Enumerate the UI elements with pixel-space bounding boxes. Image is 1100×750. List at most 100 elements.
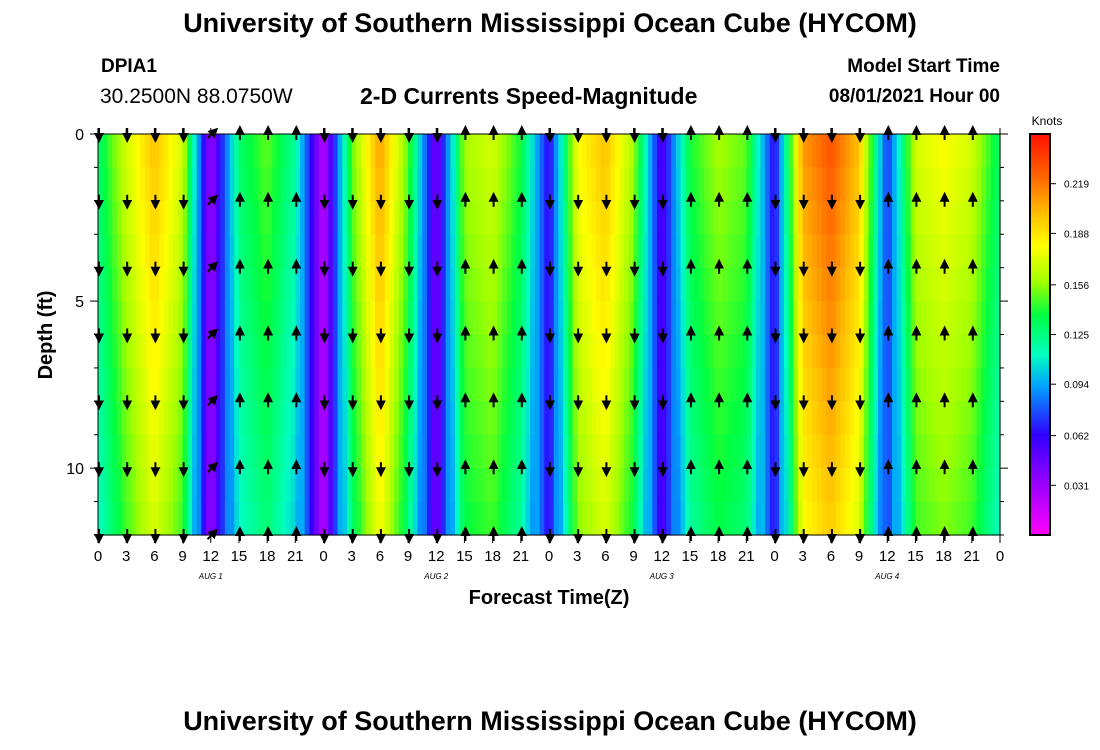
- day-label: AUG 3: [649, 572, 675, 581]
- heatmap-cell: [506, 134, 513, 169]
- heatmap-cell: [666, 234, 672, 269]
- heatmap-cell: [539, 267, 545, 302]
- heatmap-cell: [675, 401, 682, 436]
- heatmap-cell: [896, 401, 902, 436]
- heatmap-cell: [276, 200, 282, 235]
- heatmap-cell: [816, 134, 823, 169]
- heatmap-cell: [689, 134, 696, 169]
- heatmap-cell: [398, 134, 404, 169]
- heatmap-cell: [229, 434, 235, 469]
- colorbar-tick-label: 0.031: [1064, 481, 1089, 492]
- heatmap-cell: [680, 267, 686, 302]
- heatmap-cell: [948, 134, 954, 169]
- heatmap-cell: [985, 434, 992, 469]
- heatmap-cell: [511, 234, 517, 269]
- heatmap-cell: [459, 334, 466, 369]
- heatmap-cell: [699, 367, 705, 402]
- heatmap-cell: [581, 367, 588, 402]
- x-tick-label: 15: [231, 548, 248, 565]
- heatmap-cell: [666, 401, 672, 436]
- heatmap-cell: [492, 301, 498, 336]
- heatmap-cell: [492, 434, 498, 469]
- heatmap-cell: [600, 234, 606, 269]
- heatmap-cell: [210, 468, 217, 503]
- heatmap-cell: [478, 468, 484, 503]
- heatmap-cell: [168, 367, 174, 402]
- heatmap-cell: [985, 301, 992, 336]
- heatmap-cell: [844, 234, 851, 269]
- heatmap-cell: [657, 200, 663, 235]
- heatmap-cell: [971, 401, 978, 436]
- heatmap-cell: [375, 301, 381, 336]
- heatmap-cell: [436, 334, 442, 369]
- heatmap-cell: [290, 501, 296, 536]
- heatmap-cell: [346, 501, 353, 536]
- heatmap-cell: [361, 134, 367, 169]
- heatmap-cell: [116, 167, 123, 202]
- heatmap-cell: [572, 401, 578, 436]
- heatmap-cell: [661, 134, 668, 169]
- heatmap-cell: [393, 134, 400, 169]
- heatmap-cell: [920, 468, 926, 503]
- heatmap-cell: [967, 134, 973, 169]
- heatmap-cell: [685, 234, 691, 269]
- heatmap-cell: [896, 167, 902, 202]
- heatmap-cell: [98, 434, 104, 469]
- heatmap-cell: [549, 234, 555, 269]
- heatmap-cell: [685, 334, 691, 369]
- heatmap-cell: [422, 200, 428, 235]
- heatmap-cell: [906, 234, 912, 269]
- heatmap-cell: [896, 134, 902, 169]
- heatmap-cell: [520, 267, 527, 302]
- heatmap-cell: [694, 468, 700, 503]
- heatmap-cell: [469, 468, 475, 503]
- heatmap-cell: [520, 134, 527, 169]
- heatmap-cell: [455, 167, 461, 202]
- heatmap-cell: [934, 501, 940, 536]
- heatmap-cell: [957, 301, 964, 336]
- heatmap-cell: [891, 200, 898, 235]
- heatmap-cell: [168, 301, 174, 336]
- heatmap-cell: [563, 434, 569, 469]
- heatmap-cell: [990, 334, 996, 369]
- heatmap-cell: [464, 468, 470, 503]
- heatmap-cell: [497, 367, 503, 402]
- heatmap-cell: [882, 434, 888, 469]
- heatmap-cell: [337, 334, 343, 369]
- heatmap-cell: [873, 267, 879, 302]
- heatmap-cell: [976, 367, 982, 402]
- heatmap-cell: [718, 501, 724, 536]
- heatmap-cell: [483, 334, 489, 369]
- heatmap-cell: [943, 200, 949, 235]
- heatmap-cell: [300, 234, 306, 269]
- heatmap-cell: [765, 234, 771, 269]
- heatmap-cell: [144, 267, 151, 302]
- heatmap-cell: [281, 167, 287, 202]
- heatmap-cell: [224, 134, 231, 169]
- heatmap-cell: [375, 200, 381, 235]
- heatmap-cell: [168, 401, 174, 436]
- heatmap-cell: [859, 367, 865, 402]
- heatmap-cell: [276, 334, 282, 369]
- heatmap-cell: [882, 200, 888, 235]
- heatmap-cell: [567, 401, 574, 436]
- heatmap-cell: [323, 468, 329, 503]
- heatmap-cell: [346, 267, 353, 302]
- heatmap-cell: [600, 301, 606, 336]
- heatmap-cell: [107, 200, 113, 235]
- heatmap-cell: [605, 434, 611, 469]
- heatmap-cell: [445, 334, 451, 369]
- heatmap-cell: [215, 434, 221, 469]
- heatmap-cell: [107, 267, 113, 302]
- heatmap-cell: [487, 134, 494, 169]
- heatmap-cell: [671, 301, 677, 336]
- heatmap-cell: [445, 468, 451, 503]
- heatmap-cell: [727, 267, 733, 302]
- heatmap-cell: [863, 501, 870, 536]
- heatmap-cell: [807, 434, 813, 469]
- heatmap-cell: [995, 200, 1001, 235]
- heatmap-cell: [201, 434, 207, 469]
- heatmap-cell: [238, 200, 245, 235]
- heatmap-cell: [276, 234, 282, 269]
- heatmap-cell: [736, 501, 743, 536]
